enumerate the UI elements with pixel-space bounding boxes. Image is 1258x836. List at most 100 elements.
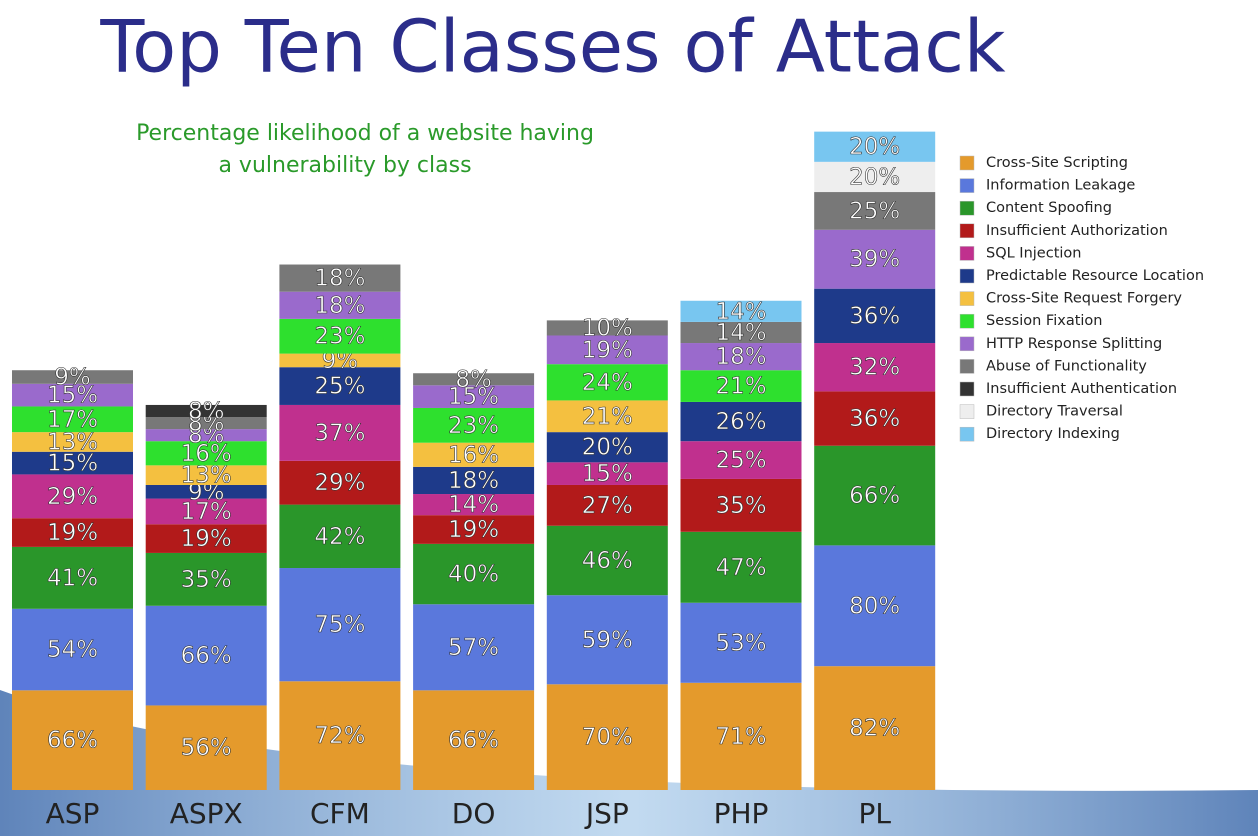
bar-segment — [12, 383, 133, 407]
bar-segment — [814, 343, 936, 392]
bar-segment — [680, 321, 802, 344]
legend-swatch — [959, 178, 975, 193]
bar-segment — [145, 465, 267, 485]
bar-segment — [12, 370, 133, 384]
data-label: 14% — [448, 492, 499, 518]
bar-segment — [680, 343, 802, 371]
data-label: 26% — [715, 409, 766, 435]
bar-segment — [413, 494, 535, 516]
bar-segment — [680, 531, 802, 603]
legend-swatch — [959, 291, 975, 306]
bar-segment — [279, 318, 401, 354]
bar-segment — [680, 401, 802, 442]
bar-segment — [814, 229, 936, 289]
chart-title: Top Ten Classes of Attack — [99, 5, 1006, 89]
bar-segment — [12, 546, 133, 609]
bar-segment — [413, 543, 535, 605]
bar-segment — [279, 291, 401, 319]
bar-segment — [12, 406, 133, 433]
data-label: 14% — [715, 299, 766, 325]
legend-swatch — [959, 404, 975, 419]
bar-segment — [12, 432, 133, 452]
data-label: 18% — [715, 344, 766, 370]
bar-segment — [413, 385, 535, 408]
data-label: 24% — [582, 370, 633, 396]
bar-segment — [279, 353, 401, 368]
x-tick-label: PHP — [714, 797, 769, 830]
data-label: 21% — [582, 404, 633, 430]
data-label: 66% — [849, 483, 900, 509]
chart-subtitle: Percentage likelihood of a website havin… — [136, 121, 594, 146]
bar-segment — [546, 432, 668, 463]
data-label: 35% — [181, 567, 232, 593]
legend-label: Cross-Site Scripting — [986, 155, 1128, 171]
data-label: 13% — [181, 463, 232, 489]
bar-segment — [546, 335, 668, 365]
bar-segment — [814, 391, 936, 446]
bar-segment — [413, 466, 535, 495]
bar-segment — [680, 478, 802, 532]
data-label: 66% — [47, 728, 98, 754]
data-label: 42% — [314, 524, 365, 550]
data-label: 20% — [582, 435, 633, 461]
x-tick-label: PL — [858, 797, 891, 830]
bar-segment — [814, 666, 936, 790]
legend-label: Directory Indexing — [986, 426, 1120, 442]
bar-segment — [279, 568, 401, 682]
legend-label: Abuse of Functionality — [986, 358, 1147, 374]
bar-segment — [145, 605, 267, 706]
data-label: 36% — [849, 303, 900, 329]
data-label: 41% — [47, 565, 98, 591]
bar-segment — [279, 367, 401, 405]
data-label: 9% — [54, 365, 91, 391]
legend-swatch — [959, 359, 975, 374]
bar-segment — [413, 442, 535, 467]
bar-segment — [279, 264, 401, 292]
data-label: 16% — [181, 441, 232, 467]
data-label: 39% — [849, 247, 900, 273]
data-label: 56% — [181, 735, 232, 761]
bar-segment — [145, 484, 267, 499]
data-label: 72% — [314, 723, 365, 749]
data-label: 71% — [715, 724, 766, 750]
data-label: 16% — [448, 442, 499, 468]
data-label: 18% — [448, 468, 499, 494]
bar-segment — [413, 604, 535, 691]
bar-segment — [546, 400, 668, 433]
legend-swatch — [959, 246, 975, 261]
legend-swatch — [959, 223, 975, 239]
data-label: 40% — [448, 562, 499, 588]
data-label: 19% — [47, 520, 98, 546]
data-label: 82% — [849, 716, 900, 742]
bar-segment — [814, 445, 936, 546]
legend-swatch — [959, 336, 975, 352]
legend-label: HTTP Response Splitting — [986, 336, 1162, 352]
legend-swatch — [959, 426, 975, 442]
data-label: 10% — [582, 315, 633, 341]
bar-segment — [145, 524, 267, 553]
data-label: 27% — [582, 493, 633, 519]
data-label: 47% — [715, 555, 766, 581]
data-label: 18% — [314, 293, 365, 319]
bar-segment — [546, 595, 668, 685]
data-label: 36% — [849, 406, 900, 432]
data-label: 15% — [47, 383, 98, 409]
bar-segment — [413, 515, 535, 544]
legend-swatch — [959, 381, 975, 397]
bar-segment — [12, 451, 133, 475]
data-label: 21% — [715, 374, 766, 400]
bar-segment — [413, 407, 535, 443]
data-label: 35% — [715, 493, 766, 519]
bar-segment — [680, 602, 802, 683]
data-label: 29% — [314, 470, 365, 496]
data-label: 75% — [314, 612, 365, 638]
bar-segment — [546, 462, 668, 485]
bar-segment — [546, 364, 668, 401]
bar-segment — [145, 705, 267, 790]
data-label: 23% — [314, 324, 365, 350]
bar-segment — [680, 441, 802, 479]
legend-label: Content Spoofing — [986, 200, 1112, 216]
data-label: 29% — [47, 484, 98, 510]
bar-segment — [12, 474, 133, 519]
bar-segment — [680, 370, 802, 402]
